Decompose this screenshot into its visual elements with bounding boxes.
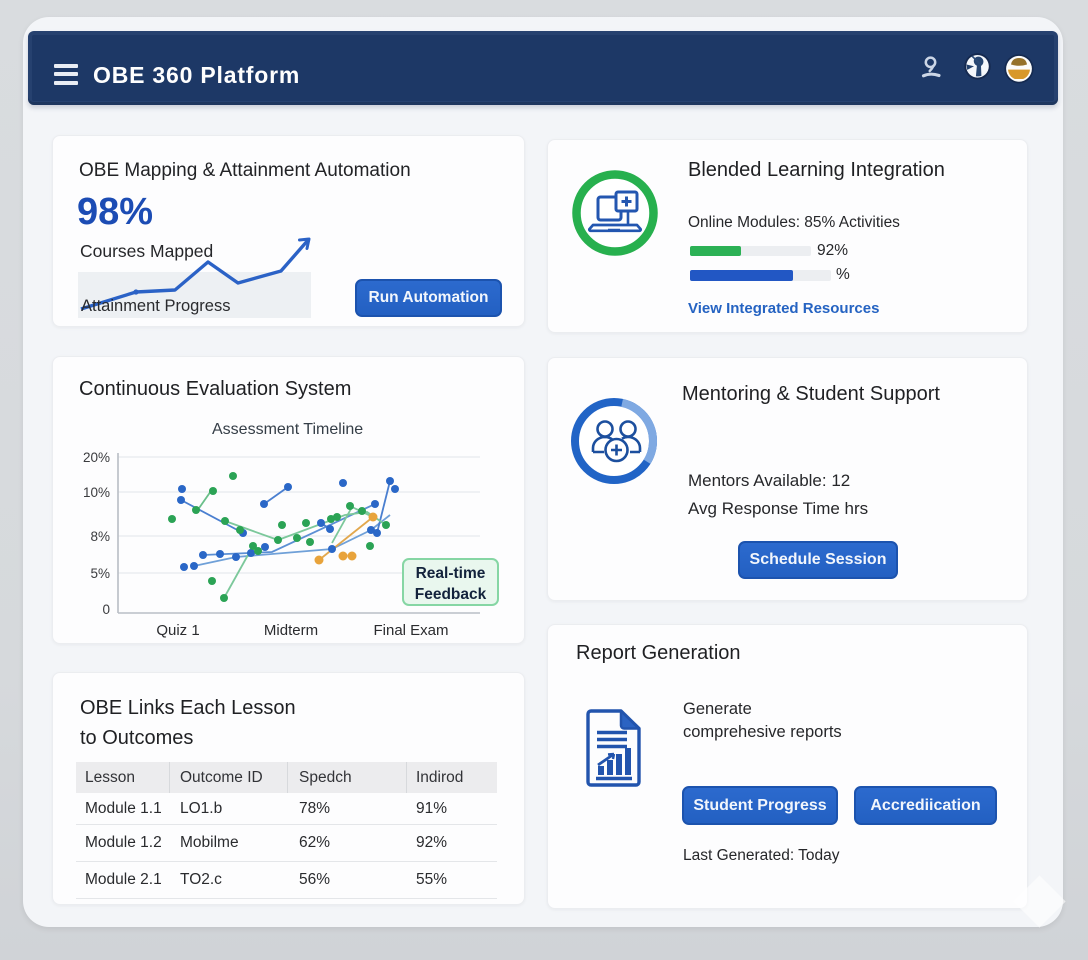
svg-text:Midterm: Midterm: [264, 622, 318, 639]
svg-text:10%: 10%: [83, 485, 110, 500]
svg-text:8%: 8%: [90, 529, 110, 544]
svg-text:5%: 5%: [90, 566, 110, 581]
svg-text:20%: 20%: [83, 450, 110, 465]
svg-text:0: 0: [102, 602, 110, 617]
svg-text:Quiz 1: Quiz 1: [156, 622, 199, 639]
svg-text:Final Exam: Final Exam: [373, 622, 448, 639]
